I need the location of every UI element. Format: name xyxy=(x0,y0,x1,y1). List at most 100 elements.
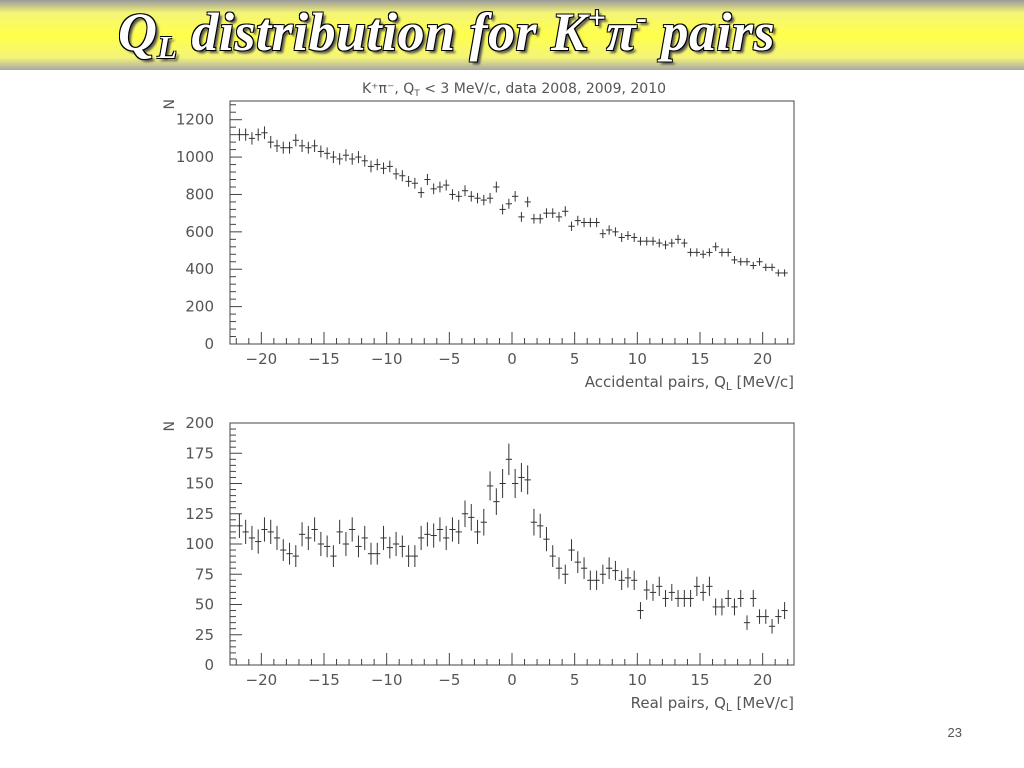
data-point xyxy=(750,589,757,607)
data-point xyxy=(486,471,494,501)
data-point xyxy=(574,551,581,574)
data-point xyxy=(580,557,588,580)
data-point xyxy=(606,557,613,580)
data-point xyxy=(781,602,788,620)
data-point xyxy=(418,187,425,198)
data-point xyxy=(380,525,387,551)
data-point xyxy=(762,609,769,624)
y-tick-label: 75 xyxy=(195,565,214,583)
data-point xyxy=(593,570,600,590)
data-point xyxy=(424,522,431,547)
data-point xyxy=(292,545,299,567)
y-axis-label: N xyxy=(162,99,178,109)
y-tick-label: 0 xyxy=(204,656,214,674)
data-point xyxy=(349,517,356,542)
data-point xyxy=(674,234,682,244)
data-point xyxy=(725,248,732,257)
data-point xyxy=(693,248,700,257)
x-tick-label: −5 xyxy=(438,671,460,689)
data-point xyxy=(493,488,500,515)
data-point xyxy=(674,589,682,607)
data-point xyxy=(443,525,450,551)
data-point xyxy=(643,580,650,600)
data-point xyxy=(324,535,331,558)
data-point xyxy=(261,126,268,140)
data-point xyxy=(443,179,450,191)
data-point xyxy=(461,185,469,197)
x-tick-label: 10 xyxy=(628,350,647,368)
data-point xyxy=(255,128,262,141)
y-tick-label: 400 xyxy=(185,260,214,278)
data-point xyxy=(637,602,644,620)
data-point xyxy=(512,191,519,202)
plot-frame xyxy=(229,100,795,345)
data-point xyxy=(618,570,625,590)
data-point xyxy=(361,155,368,167)
data-point xyxy=(261,517,268,542)
y-tick-label: 150 xyxy=(185,475,214,493)
data-point xyxy=(411,177,418,189)
y-tick-label: 50 xyxy=(195,596,214,614)
y-tick-label: 1000 xyxy=(176,148,214,166)
data-point xyxy=(687,589,694,607)
data-point xyxy=(718,598,726,616)
data-point xyxy=(236,128,243,141)
data-point xyxy=(562,206,569,217)
data-point xyxy=(662,240,669,250)
data-point xyxy=(737,257,744,266)
data-point xyxy=(418,525,425,551)
y-tick-label: 600 xyxy=(185,223,214,241)
data-point xyxy=(768,619,776,634)
data-point xyxy=(449,517,456,542)
data-point xyxy=(606,225,613,235)
x-tick-label: 15 xyxy=(690,350,709,368)
data-point xyxy=(280,141,287,154)
data-point xyxy=(424,173,431,186)
data-point xyxy=(355,535,362,558)
data-point xyxy=(405,545,412,567)
real-pairs-chart: −20 −15 −10 −5 0 5 10 15 20025507510012515017520… xyxy=(162,414,795,714)
y-axis-label: N xyxy=(162,421,178,431)
data-point xyxy=(298,522,306,547)
data-point xyxy=(587,570,594,590)
data-point xyxy=(687,248,694,257)
data-point xyxy=(255,529,262,554)
slide-number: 23 xyxy=(947,725,962,740)
data-point xyxy=(399,170,406,182)
data-point xyxy=(580,217,588,228)
data-point xyxy=(681,238,688,248)
data-point xyxy=(236,513,243,538)
y-tick-label: 25 xyxy=(195,626,214,644)
data-point xyxy=(775,269,782,277)
data-point xyxy=(743,615,751,630)
data-point xyxy=(386,160,393,173)
data-point xyxy=(624,568,632,588)
x-tick-label: 20 xyxy=(753,350,772,368)
data-point xyxy=(549,545,556,567)
data-point xyxy=(530,213,538,224)
data-point xyxy=(743,257,751,266)
data-point xyxy=(480,508,487,536)
data-point xyxy=(380,162,387,175)
data-point xyxy=(330,545,337,567)
data-point xyxy=(405,175,412,187)
data-point xyxy=(305,141,312,154)
data-point xyxy=(618,232,625,242)
data-point xyxy=(242,128,249,141)
data-point xyxy=(725,589,732,607)
data-point xyxy=(430,523,437,548)
data-point xyxy=(311,139,318,153)
data-point xyxy=(587,217,594,228)
data-point xyxy=(480,194,487,206)
x-tick-label: −5 xyxy=(438,350,460,368)
data-point xyxy=(693,576,700,597)
data-point xyxy=(631,570,638,590)
data-point xyxy=(568,539,575,561)
data-point xyxy=(436,181,444,193)
y-tick-label: 0 xyxy=(204,335,214,353)
x-tick-label: 5 xyxy=(570,350,580,368)
y-tick-label: 200 xyxy=(185,298,214,316)
data-point xyxy=(518,462,525,492)
data-point xyxy=(643,236,650,246)
data-point xyxy=(662,589,669,607)
